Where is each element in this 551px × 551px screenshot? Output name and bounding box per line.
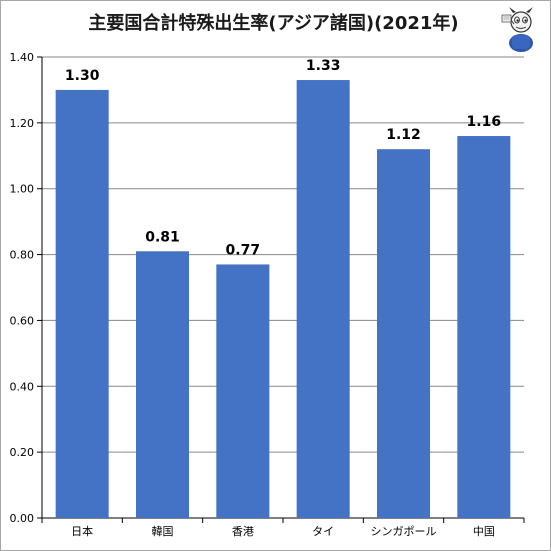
data-label: 0.81 (145, 229, 180, 245)
y-tick-label: 1.00 (10, 183, 35, 196)
y-tick-label: 0.80 (10, 249, 35, 262)
x-category-label: 中国 (473, 525, 495, 538)
x-category-label: 日本 (71, 524, 93, 538)
x-category-label: 香港 (232, 525, 254, 538)
y-tick-label: 0.20 (10, 446, 35, 459)
data-label: 1.33 (306, 58, 341, 74)
x-category-label: 韓国 (152, 525, 174, 538)
data-label: 0.77 (226, 242, 261, 258)
bar (55, 89, 109, 518)
x-category-label: シンガポール (371, 525, 437, 538)
y-tick-label: 0.40 (10, 380, 35, 393)
reporter-mascot-icon (501, 7, 533, 52)
data-label: 1.16 (467, 114, 502, 130)
y-tick-label: 1.40 (10, 51, 35, 64)
x-category-label: タイ (312, 525, 334, 538)
y-tick-label: 0.60 (10, 314, 35, 327)
data-label: 1.12 (386, 127, 421, 143)
bar (296, 80, 350, 519)
bar (216, 264, 270, 518)
chart-title: 主要国合計特殊出生率(アジア諸国)(2021年) (88, 13, 459, 34)
bar (376, 149, 431, 518)
data-label: 1.30 (65, 68, 100, 84)
bar (135, 251, 190, 518)
y-tick-label: 1.20 (10, 117, 35, 130)
y-tick-label: 0.00 (10, 512, 35, 525)
bar (457, 136, 511, 518)
